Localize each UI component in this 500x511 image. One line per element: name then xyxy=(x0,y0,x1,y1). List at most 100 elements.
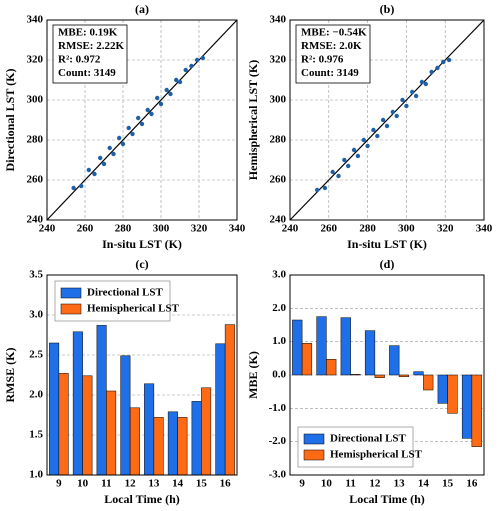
y-axis-label: Hemispherical LST (K) xyxy=(246,60,260,180)
bar xyxy=(106,390,117,476)
point xyxy=(375,133,380,139)
y-tick-label: 1.0 xyxy=(272,335,286,347)
legend-label: Hemispherical LST xyxy=(330,449,423,461)
panel-title: (d) xyxy=(380,257,395,271)
plot-frame xyxy=(46,19,238,221)
point xyxy=(351,147,357,153)
point xyxy=(92,171,97,177)
x-axis-label: Local Time (h) xyxy=(349,492,425,506)
x-tick-label: 320 xyxy=(437,223,454,235)
bar xyxy=(49,342,60,476)
annotation-box xyxy=(295,24,371,84)
point xyxy=(98,155,103,161)
x-tick-label: 10 xyxy=(321,478,333,490)
x-axis-label: In-situ LST (K) xyxy=(102,237,182,251)
bar xyxy=(96,325,107,476)
annotation: RMSE: 2.22K xyxy=(58,40,124,52)
annotation: Count: 3149 xyxy=(58,67,116,79)
x-tick-label: 10 xyxy=(77,478,89,490)
bar xyxy=(413,371,424,376)
bar xyxy=(82,375,93,476)
x-tick-label: 12 xyxy=(125,478,137,490)
point xyxy=(189,63,194,69)
point xyxy=(390,109,396,115)
y-tick-label: 340 xyxy=(270,14,287,26)
legend-label: Hemispherical LST xyxy=(87,303,180,315)
bar xyxy=(301,343,313,376)
y-tick-label: 280 xyxy=(27,134,44,146)
x-tick-label: 12 xyxy=(369,478,381,490)
point xyxy=(126,125,131,131)
legend-box xyxy=(54,280,171,322)
y-tick-label: 2.0 xyxy=(29,389,43,401)
point xyxy=(101,161,107,167)
bar xyxy=(292,319,303,376)
y-tick-label: -3.0 xyxy=(269,469,287,481)
point xyxy=(441,59,446,65)
y-tick-label: 1.5 xyxy=(29,429,43,441)
y-tick-label: -1.0 xyxy=(269,402,287,414)
y-tick-label: 280 xyxy=(270,134,287,146)
point xyxy=(174,77,179,83)
point xyxy=(130,131,135,137)
bar xyxy=(224,324,235,476)
point xyxy=(158,101,164,107)
annotation: Count: 3149 xyxy=(301,67,359,79)
point xyxy=(346,163,351,169)
point xyxy=(394,113,399,119)
point xyxy=(86,167,92,173)
bar xyxy=(461,374,473,439)
x-tick-label: 11 xyxy=(101,478,111,490)
x-tick-label: 260 xyxy=(321,223,338,235)
plot-frame xyxy=(289,19,485,221)
y-axis-label: MBE (K) xyxy=(246,351,260,399)
point xyxy=(117,135,122,141)
x-tick-label: 13 xyxy=(148,478,160,490)
y-tick-label: 0.0 xyxy=(272,369,286,381)
y-tick-label: 320 xyxy=(270,54,287,66)
point xyxy=(342,157,347,163)
x-tick-label: 14 xyxy=(418,478,430,490)
panel-title: (b) xyxy=(380,2,395,16)
annotation-box xyxy=(52,24,128,84)
bar xyxy=(389,345,400,376)
bar xyxy=(437,374,448,404)
y-tick-label: 300 xyxy=(270,94,287,106)
bar xyxy=(447,374,458,414)
y-tick-label: 260 xyxy=(270,174,287,186)
x-tick-label: 16 xyxy=(220,478,232,490)
point xyxy=(79,183,84,189)
x-tick-label: 15 xyxy=(196,478,208,490)
point xyxy=(371,127,376,133)
bar xyxy=(201,387,212,476)
point xyxy=(139,121,145,127)
x-tick-label: 11 xyxy=(345,478,355,490)
point xyxy=(355,153,361,159)
legend-label: Directional LST xyxy=(87,287,164,299)
bar xyxy=(144,383,155,476)
point xyxy=(404,103,409,109)
x-tick-label: 340 xyxy=(229,223,246,235)
point xyxy=(365,143,370,149)
panel-title: (c) xyxy=(135,257,148,271)
x-tick-label: 300 xyxy=(153,223,170,235)
bar xyxy=(340,317,351,376)
x-tick-label: 9 xyxy=(56,478,62,490)
x-tick-label: 300 xyxy=(398,223,415,235)
point xyxy=(111,151,116,157)
point xyxy=(145,107,150,113)
x-tick-label: 340 xyxy=(476,223,493,235)
y-tick-label: 3.5 xyxy=(29,269,43,281)
y-tick-label: 2.0 xyxy=(272,302,286,314)
x-tick-label: 280 xyxy=(359,223,376,235)
point xyxy=(410,89,415,95)
point xyxy=(136,115,141,121)
bar xyxy=(153,417,164,476)
point xyxy=(177,79,183,85)
annotation: R²: 0.976 xyxy=(301,54,344,66)
y-tick-label: 300 xyxy=(27,94,44,106)
x-tick-label: 16 xyxy=(466,478,478,490)
bar xyxy=(374,374,385,378)
y-tick-label: 320 xyxy=(27,54,44,66)
